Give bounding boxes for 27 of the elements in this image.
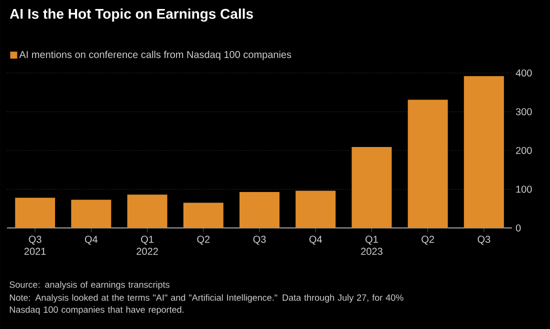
bar [408, 100, 448, 228]
y-tick-label: 400 [516, 69, 532, 77]
x-tick-label: Q3 [253, 236, 266, 245]
y-tick-label: 200 [516, 146, 532, 154]
x-tick-label: Q1 2023 [361, 236, 382, 255]
x-tick-label: Q2 [197, 236, 210, 245]
y-tick-label: 100 [516, 186, 532, 193]
bar [183, 202, 224, 228]
bar [464, 76, 504, 228]
y-tick-label: 300 [516, 108, 532, 116]
x-tick-label: Q4 [84, 236, 98, 245]
source-note: Source: analysis of earnings transcripts [10, 281, 170, 290]
chart-title: AI Is the Hot Topic on Earnings Calls [10, 8, 253, 22]
x-tick-label: Q1 2022 [136, 236, 158, 255]
bar [352, 147, 392, 228]
x-tick-label: Q2 [422, 236, 434, 245]
text: Note: Analysis looked at the terms "AI" and "Artificial Intelligence." Data through July 27, for 40% Nasdaq 100 companies that have reported. [10, 294, 404, 315]
bar [239, 192, 280, 228]
x-tick-label: Q3 2021 [24, 236, 46, 255]
bar [71, 200, 112, 228]
bar [127, 194, 168, 228]
x-tick-label: Q3 [478, 236, 490, 245]
bar [15, 198, 56, 228]
x-tick-label: Q4 [309, 236, 322, 245]
legend-label: AI mentions on conference calls from Nasdaq 100 companies [19, 50, 292, 60]
bar [296, 190, 336, 228]
y-tick-label: 0 [516, 224, 521, 232]
